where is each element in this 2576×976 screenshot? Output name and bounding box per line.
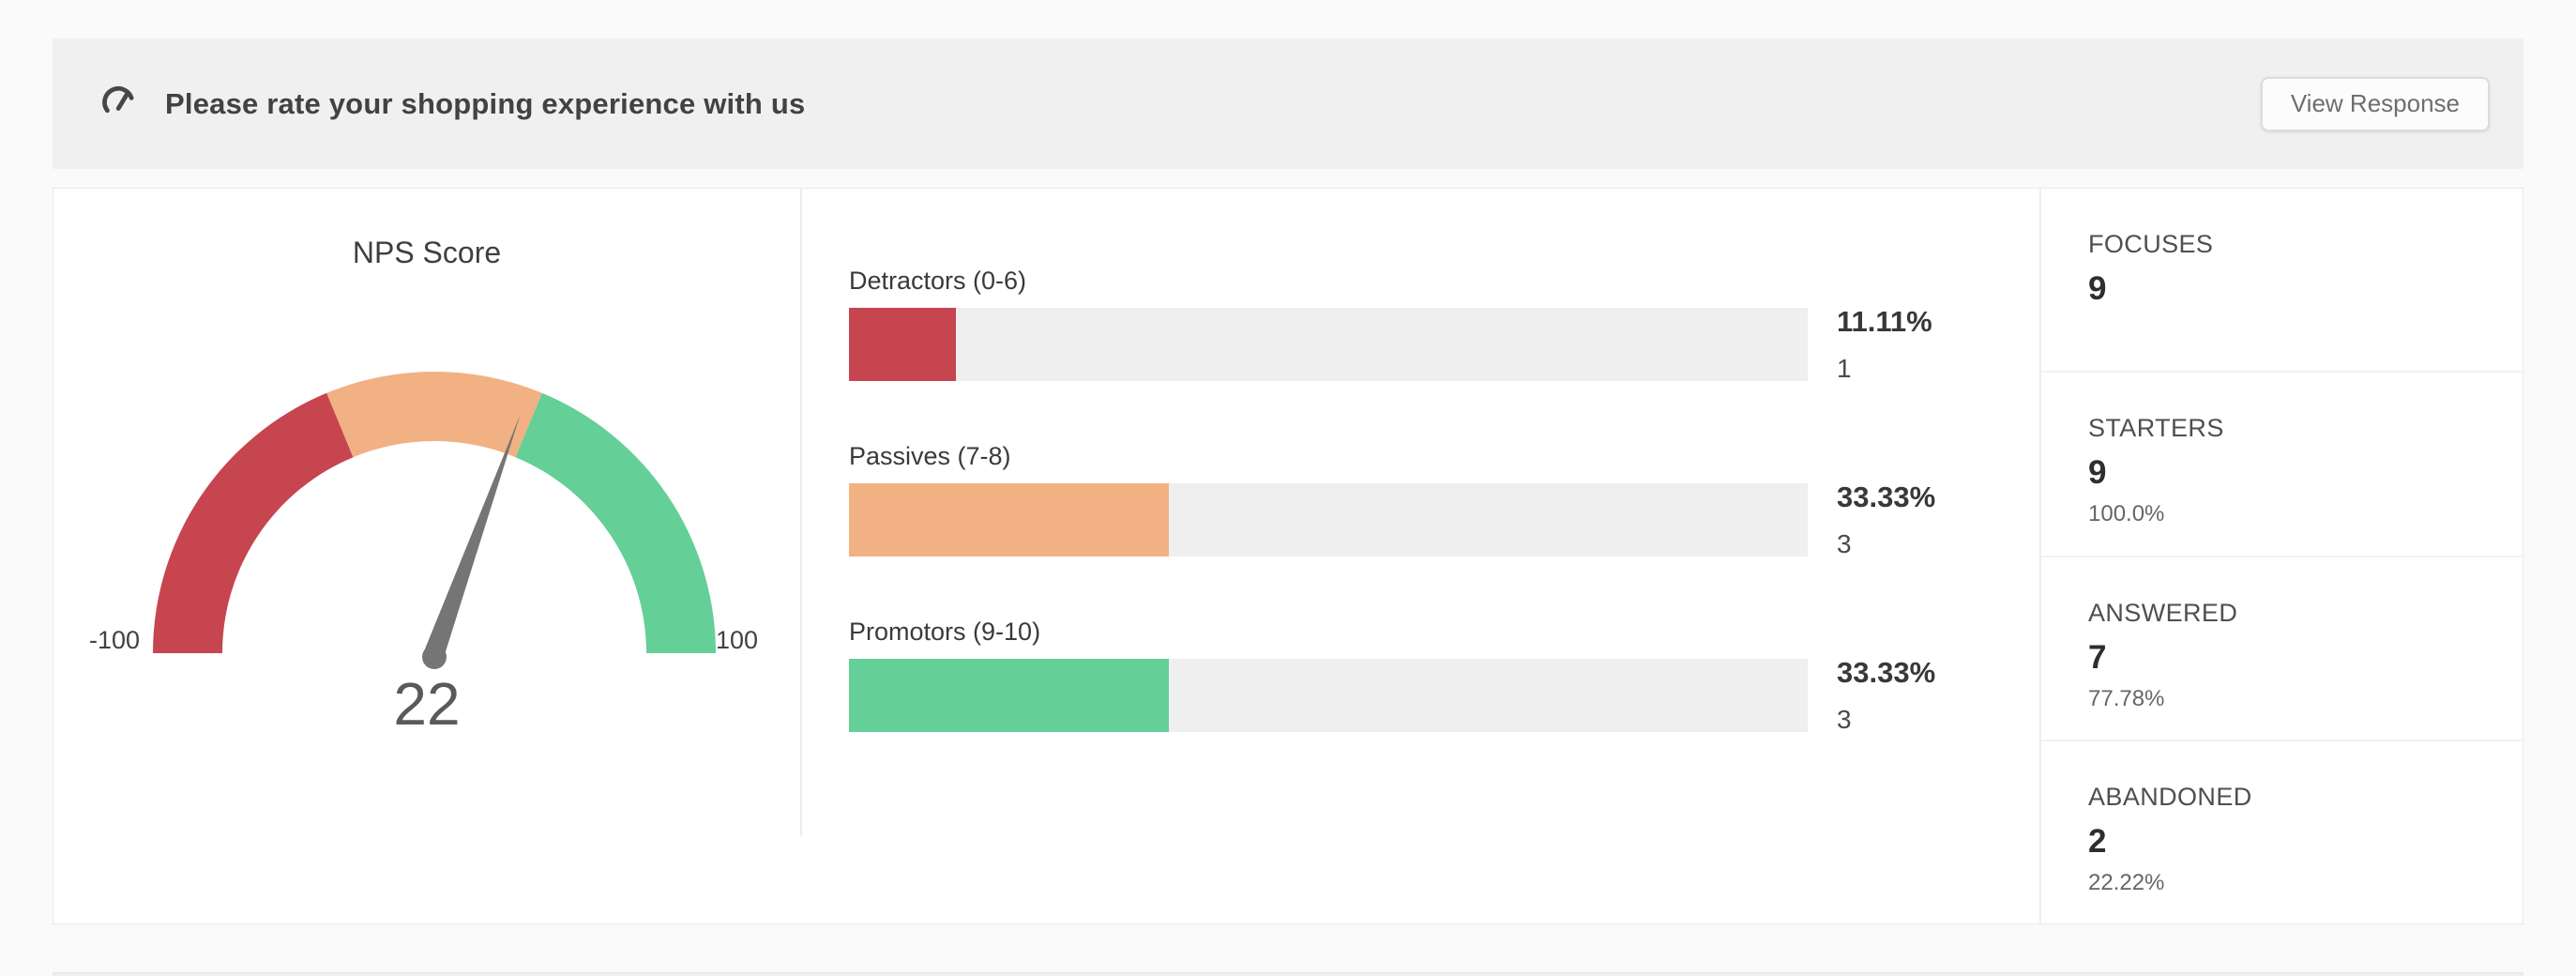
stat-label: ABANDONED [2088,782,2252,811]
stat-percent: 22.22% [2088,869,2165,895]
panel-divider [800,189,802,836]
gauge-needle-pivot [422,645,447,669]
bar-count: 1 [1837,354,1852,383]
bar-percent: 33.33% [1837,656,1936,689]
stat-percent: 77.78% [2088,685,2165,711]
nps-bar-row: Promotors (9-10) 33.33% 3 [849,617,2031,792]
gauge-min-label: -100 [88,626,140,654]
bar-fill [849,308,956,381]
stat-label: STARTERS [2088,414,2224,443]
gauge-title: NPS Score [352,236,502,269]
gauge-segment-passive-zone [326,371,542,458]
bar-track [849,659,1808,732]
nps-breakdown-panel: Detractors (0-6) 11.11% 1 Passives (7-8)… [802,189,2039,923]
stat-value: 2 [2088,822,2107,860]
stat-value: 9 [2088,270,2107,307]
bar-value-block: 33.33% 3 [1837,656,1935,735]
bar-value-block: 11.11% 1 [1837,305,1932,384]
question-title: Please rate your shopping experience wit… [165,86,806,120]
nps-bar-row: Detractors (0-6) 11.11% 1 [849,266,2031,441]
bar-category-label: Detractors (0-6) [849,267,1027,295]
bar-track [849,483,1808,557]
gauge-icon [99,84,141,125]
bar-fill [849,483,1169,557]
stat-block-starters: STARTERS 9 100.0% [2041,371,2524,555]
stat-percent: 100.0% [2088,501,2165,527]
bar-track [849,308,1808,381]
stat-label: FOCUSES [2088,230,2214,258]
question-header: Please rate your shopping experience wit… [53,38,2523,169]
next-section-edge [53,972,2523,976]
bar-fill [849,659,1169,732]
stat-block-abandoned: ABANDONED 2 22.22% [2041,739,2524,923]
bar-value-block: 33.33% 3 [1837,480,1935,559]
gauge-segment-promoter-zone [515,392,716,653]
gauge-segment-detractor-zone [153,392,354,653]
view-response-button[interactable]: View Response [2260,76,2490,131]
nps-gauge-chart [153,371,716,669]
bar-category-label: Passives (7-8) [849,442,1011,470]
bar-category-label: Promotors (9-10) [849,618,1041,646]
bar-count: 3 [1837,529,1852,558]
nps-bar-row: Passives (7-8) 33.33% 3 [849,441,2031,617]
gauge-needle [424,415,521,657]
stat-block-answered: ANSWERED 7 77.78% [2041,555,2524,740]
gauge-max-label: 100 [716,626,759,654]
stat-block-focuses: FOCUSES 9 [2041,189,2524,371]
stat-label: ANSWERED [2088,598,2238,627]
gauge-value: 22 [393,670,461,738]
response-stats-panel: FOCUSES 9 STARTERS 9 100.0% ANSWERED 7 7… [2039,189,2524,923]
bar-count: 3 [1837,705,1852,734]
nps-results-card: NPS Score -100 100 22 Detractors (0-6) 1… [53,188,2524,924]
stat-value: 9 [2088,454,2107,492]
stat-percent [2088,317,2515,340]
nps-gauge-panel: NPS Score -100 100 22 [53,189,800,923]
stat-value: 7 [2088,638,2107,676]
bar-percent: 33.33% [1837,480,1936,513]
bar-percent: 11.11% [1837,305,1932,338]
